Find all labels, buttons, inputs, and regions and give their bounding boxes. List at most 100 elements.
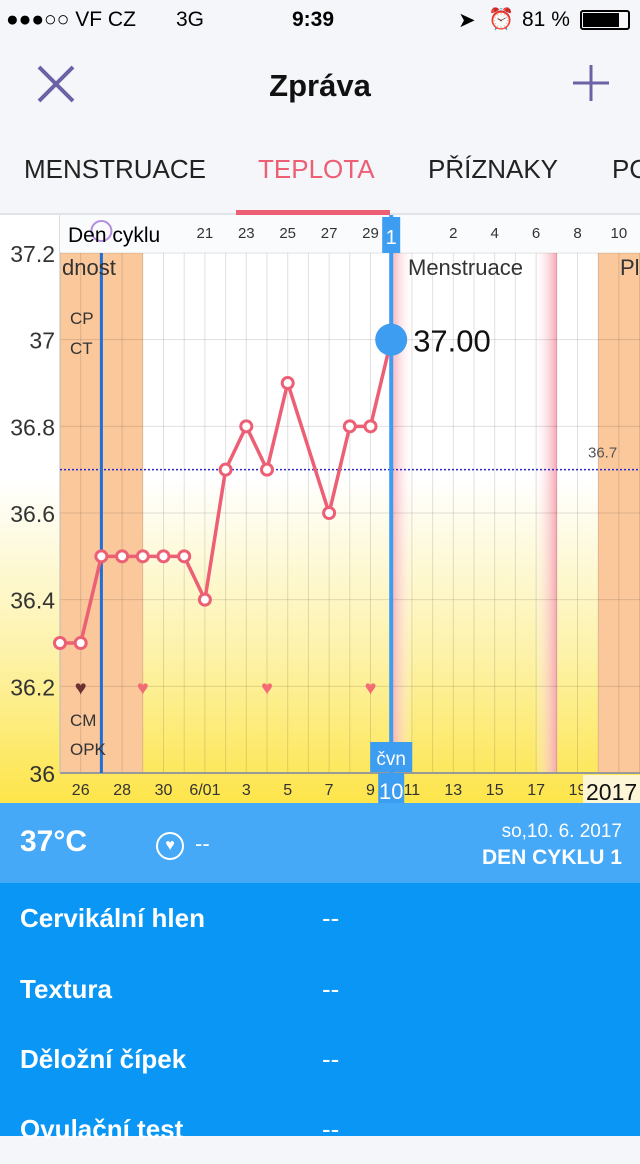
x-tick-label: 7 [325, 782, 334, 799]
status-bar: ●●●○○ VF CZ 3G 9:39 ➤ ⏰ 81 % [0, 0, 640, 40]
selected-value-label: 37.00 [413, 324, 491, 359]
ct-label: CT [70, 339, 93, 358]
x-tick-label: 26 [72, 782, 90, 799]
x-tick-label: 17 [527, 782, 545, 799]
chart-svg[interactable]: 37.2 37 36.8 36.6 36.4 36.2 36 36.7 21 23 25 27 29 2 4… [0, 215, 640, 803]
cycle-day: DEN CYKLU 1 [481, 846, 622, 869]
row-label: Děložní čípek [20, 1044, 187, 1074]
close-icon[interactable] [36, 64, 76, 104]
tab-bar: MENSTRUACE TEPLOTA PŘÍZNAKY PO [0, 130, 640, 215]
data-point [363, 419, 378, 434]
y-tick-label: 36 [29, 761, 55, 787]
menstruation-band-end [533, 253, 557, 773]
row-value: -- [322, 974, 340, 1004]
carrier: ●●●○○ VF CZ [6, 8, 136, 31]
nav-bar: Zpráva [0, 40, 640, 130]
selected-day-box [378, 773, 405, 803]
heart-icon: ♥ [137, 677, 149, 699]
selected-cycle-day-box [382, 217, 401, 253]
temperature-chart[interactable]: 37.2 37 36.8 36.6 36.4 36.2 36 36.7 21 23 25 27 29 2 4… [0, 215, 640, 803]
heart-icon[interactable]: ♥ [156, 832, 184, 860]
cycle-day-tick: 8 [573, 225, 581, 242]
data-point [53, 636, 67, 650]
cycle-day-label: Den cyklu [68, 224, 160, 247]
row-textura[interactable]: Textura -- [0, 954, 640, 1024]
selected-date: so,10. 6. 2017 [501, 821, 622, 842]
x-tick-label: 28 [113, 782, 131, 799]
selected-point [375, 323, 408, 356]
location-icon: ➤ [458, 9, 476, 32]
y-tick-label: 36.6 [10, 501, 55, 527]
x-tick-label: 19 [569, 782, 587, 799]
sex-value: -- [195, 831, 210, 856]
x-tick-label: 30 [155, 782, 173, 799]
fertile-band-next [598, 253, 640, 773]
cycle-day-tick: 10 [611, 225, 628, 242]
next-phase-label: Pl [620, 255, 640, 280]
alarm-icon: ⏰ [488, 8, 515, 31]
cycle-day-tick: 21 [197, 225, 214, 242]
cycle-day-tick: 23 [238, 225, 255, 242]
cycle-day-tick: 2 [449, 225, 457, 242]
battery-icon [580, 10, 630, 30]
x-tick-label: 5 [283, 782, 292, 799]
data-point [115, 549, 130, 564]
data-point [197, 592, 212, 607]
cycle-day-tick: 27 [321, 225, 338, 242]
cycle-day-tick: 4 [491, 225, 499, 242]
cm-label: CM [70, 711, 96, 730]
data-point [342, 419, 357, 434]
data-point [73, 636, 88, 650]
cycle-day-tick: 25 [279, 225, 296, 242]
heart-icon: ♥ [261, 677, 273, 699]
data-point [322, 506, 337, 520]
plus-icon[interactable] [572, 64, 610, 102]
tab-teplota[interactable]: TEPLOTA [258, 154, 375, 184]
x-tick-label: 15 [486, 782, 504, 799]
fertile-phase-label: dnost [62, 255, 116, 280]
y-tick-label: 36.8 [10, 414, 55, 440]
data-point [260, 462, 274, 477]
data-point [280, 376, 295, 390]
tab-priznaky[interactable]: PŘÍZNAKY [428, 154, 559, 184]
data-point [135, 549, 150, 564]
selected-month: čvn [376, 749, 406, 770]
tab-menstruace[interactable]: MENSTRUACE [24, 154, 207, 184]
selected-day: 10 [379, 779, 403, 803]
data-point [239, 419, 254, 434]
cycle-day-tick: 6 [532, 225, 540, 242]
row-label: Cervikální hlen [20, 903, 205, 933]
clock: 9:39 [292, 8, 335, 31]
row-label: Textura [20, 974, 112, 1004]
heart-icon: ♥ [365, 677, 377, 699]
menstruation-label: Menstruace [408, 255, 523, 280]
temperature-line [60, 339, 393, 645]
y-tick-label: 36.2 [10, 674, 55, 700]
ovulation-marker-icon [90, 220, 113, 242]
selected-month-box [370, 742, 413, 772]
data-point [156, 549, 171, 564]
row-value: -- [322, 903, 340, 933]
y-tick-label: 37.2 [10, 241, 55, 267]
x-tick-label: 6/01 [189, 782, 220, 799]
page-title: Zpráva [269, 68, 371, 103]
cycle-day-tick: 29 [362, 225, 379, 242]
x-tick-label: 11 [404, 782, 421, 799]
y-tick-label: 36.4 [10, 588, 55, 614]
row-cervikalni-hlen[interactable]: Cervikální hlen -- [0, 883, 640, 953]
temperature-value: 37°C [20, 825, 88, 858]
data-point [218, 462, 233, 477]
row-ovulacni-test[interactable]: Ovulační test -- [0, 1094, 640, 1164]
data-point [177, 549, 192, 564]
data-point [94, 549, 109, 564]
y-tick-label: 37 [29, 328, 55, 354]
tab-po[interactable]: PO [612, 154, 640, 184]
row-delozni-cipek[interactable]: Děložní čípek -- [0, 1024, 640, 1094]
battery-level: 81 % [522, 8, 570, 31]
active-tab-indicator [236, 210, 390, 215]
year-label: 2017 [586, 779, 637, 803]
x-tick-label: 13 [444, 782, 462, 799]
coverline-label: 36.7 [588, 445, 617, 462]
x-tick-label: 9 [366, 782, 375, 799]
heart-icon: ♥ [75, 677, 87, 699]
